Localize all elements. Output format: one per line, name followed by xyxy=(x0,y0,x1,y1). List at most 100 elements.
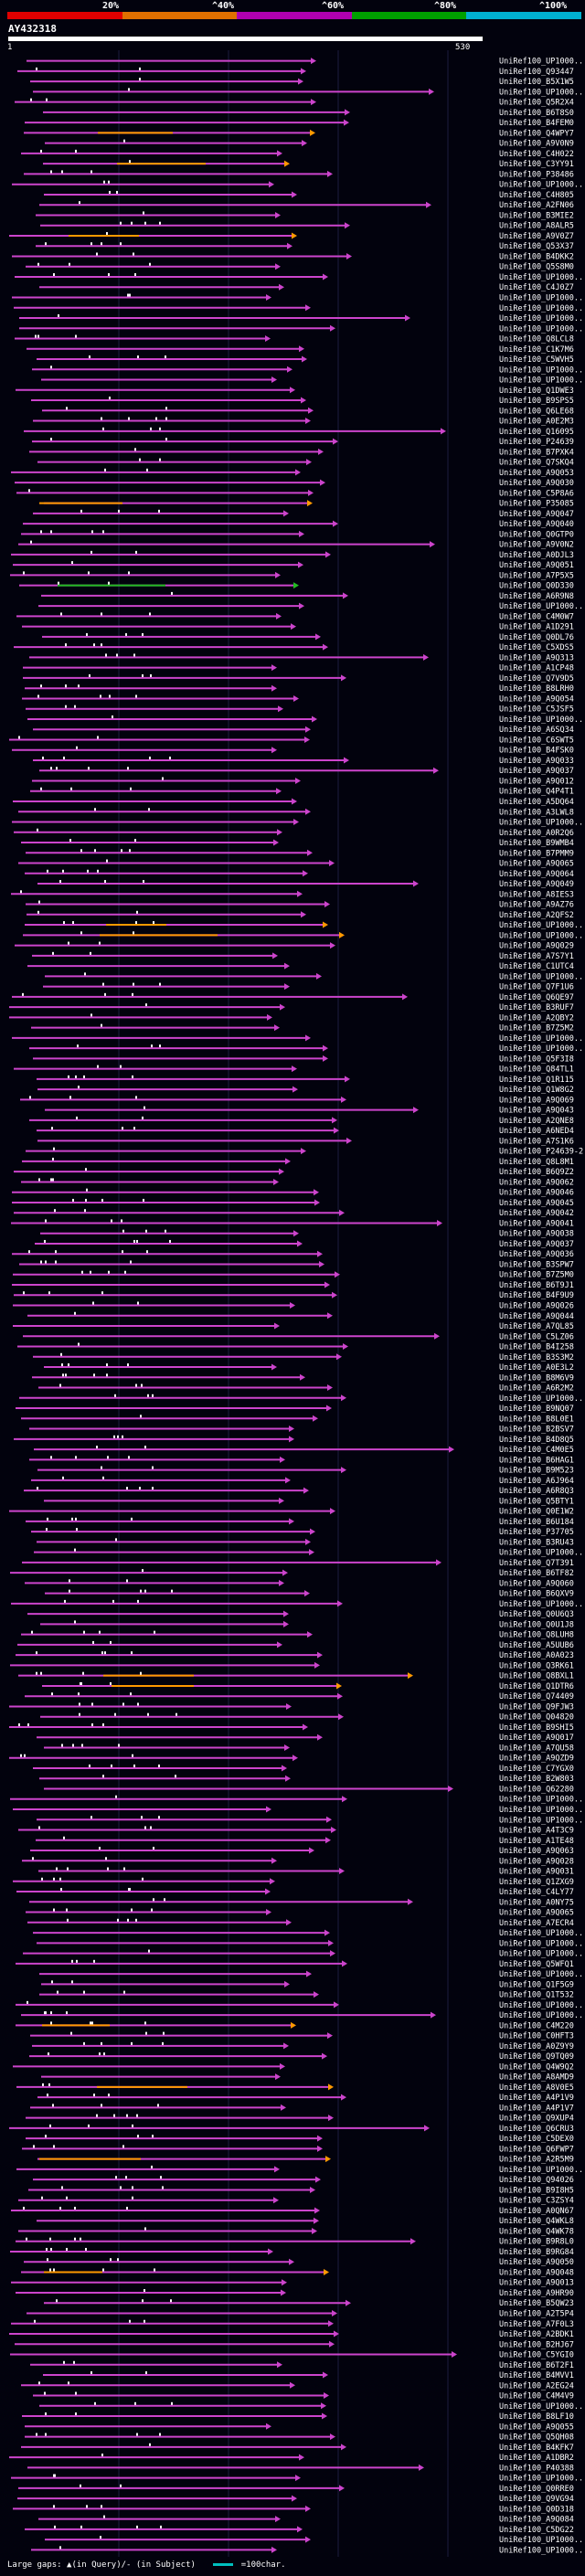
hit-label[interactable]: UniRef100_B9SHI5 xyxy=(499,1723,574,1733)
hit-row[interactable]: UniRef100_UP1000... xyxy=(38,602,585,611)
hit-row[interactable]: UniRef100_UP1000... xyxy=(12,180,585,190)
hit-label[interactable]: UniRef100_B3RU43 xyxy=(499,1538,574,1547)
hit-row[interactable]: UniRef100_B7Z5M2 xyxy=(31,1023,574,1034)
hit-row[interactable]: UniRef100_A9Q041 xyxy=(11,1219,574,1228)
hit-label[interactable]: UniRef100_B9I8H5 xyxy=(499,2186,574,2195)
hit-label[interactable]: UniRef100_A8IES3 xyxy=(499,890,574,899)
hit-row[interactable]: UniRef100_B9NQ07 xyxy=(16,1405,574,1414)
hit-label[interactable]: UniRef100_A9Q048 xyxy=(499,2268,574,2277)
hit-label[interactable]: UniRef100_A9Q033 xyxy=(499,757,574,766)
hit-row[interactable]: UniRef100_A9Q064 xyxy=(25,869,574,879)
hit-label[interactable]: UniRef100_B6TF82 xyxy=(499,1569,574,1578)
hit-label[interactable]: UniRef100_B2BSV7 xyxy=(499,1426,574,1435)
hit-label[interactable]: UniRef100_Q1T532 xyxy=(499,1991,574,2000)
hit-row[interactable]: UniRef100_A9Q038 xyxy=(40,1229,574,1239)
hit-row[interactable]: UniRef100_A2FN06 xyxy=(39,201,574,210)
hit-row[interactable]: UniRef100_UP1000... xyxy=(33,1929,585,1938)
hit-label[interactable]: UniRef100_A9Q046 xyxy=(499,1189,574,1198)
hit-row[interactable]: UniRef100_Q5F3I8 xyxy=(33,1055,574,1064)
hit-label[interactable]: UniRef100_C6SWT5 xyxy=(499,736,574,745)
hit-label[interactable]: UniRef100_Q0DL76 xyxy=(499,633,574,642)
hit-row[interactable]: UniRef100_A9Q029 xyxy=(15,941,574,951)
hit-label[interactable]: UniRef100_A2QBY2 xyxy=(499,1013,574,1023)
hit-row[interactable]: UniRef100_UP1000... xyxy=(27,58,585,67)
hit-row[interactable]: UniRef100_UP1000... xyxy=(12,293,585,302)
hit-row[interactable]: UniRef100_Q4P4T1 xyxy=(30,787,574,797)
hit-row[interactable]: UniRef100_UP1000... xyxy=(15,272,585,282)
hit-row[interactable]: UniRef100_UP1000... xyxy=(37,1816,585,1825)
hit-row[interactable]: UniRef100_A9V0N2 xyxy=(18,540,574,550)
hit-row[interactable]: UniRef100_B9RG84 xyxy=(10,2247,574,2257)
hit-label[interactable]: UniRef100_A9Q053 xyxy=(499,469,574,478)
hit-row[interactable]: UniRef100_A9Q050 xyxy=(24,2258,574,2267)
hit-row[interactable]: UniRef100_B8LF10 xyxy=(22,2412,574,2422)
hit-label[interactable]: UniRef100_B8L0E1 xyxy=(499,1415,574,1424)
hit-row[interactable]: UniRef100_A9AZ76 xyxy=(26,900,574,910)
hit-label[interactable]: UniRef100_Q9VG94 xyxy=(499,2495,574,2504)
hit-row[interactable]: UniRef100_A6SQ34 xyxy=(33,726,574,735)
hit-label[interactable]: UniRef100_B7PXK4 xyxy=(499,448,574,457)
hit-row[interactable]: UniRef100_P40388 xyxy=(27,2464,574,2473)
hit-row[interactable]: UniRef100_UP1000... xyxy=(25,921,585,930)
hit-label[interactable]: UniRef100_C0HFT3 xyxy=(499,2032,574,2041)
hit-label[interactable]: UniRef100_Q0RRE0 xyxy=(499,2485,574,2494)
hit-row[interactable]: UniRef100_A7QU58 xyxy=(44,1744,574,1753)
hit-row[interactable]: UniRef100_Q53X37 xyxy=(36,242,574,251)
hit-label[interactable]: UniRef100_Q62280 xyxy=(499,1785,574,1794)
hit-label[interactable]: UniRef100_A8ALR5 xyxy=(499,222,574,231)
hit-label[interactable]: UniRef100_A0A023 xyxy=(499,1651,574,1660)
hit-row[interactable]: UniRef100_UP1000... xyxy=(16,2000,585,2010)
hit-label[interactable]: UniRef100_A5DQ64 xyxy=(499,798,574,807)
hit-row[interactable]: UniRef100_B4KFK7 xyxy=(21,2443,574,2453)
hit-label[interactable]: UniRef100_P24639-2 xyxy=(499,1148,583,1157)
hit-label[interactable]: UniRef100_Q5F3I8 xyxy=(499,1055,574,1064)
hit-label[interactable]: UniRef100_A9QZD9 xyxy=(499,1754,574,1764)
hit-label[interactable]: UniRef100_B5X1W5 xyxy=(499,78,574,87)
hit-row[interactable]: UniRef100_A9Q046 xyxy=(12,1188,574,1198)
hit-row[interactable]: UniRef100_A9Q042 xyxy=(14,1209,574,1218)
hit-label[interactable]: UniRef100_UP1000... xyxy=(499,1034,585,1044)
hit-row[interactable]: UniRef100_UP1000... xyxy=(11,1599,585,1609)
hit-row[interactable]: UniRef100_UP1000... xyxy=(33,88,585,97)
hit-row[interactable]: UniRef100_A9Q037 xyxy=(39,767,574,776)
hit-label[interactable]: UniRef100_A9Q064 xyxy=(499,870,574,879)
hit-label[interactable]: UniRef100_Q6QE97 xyxy=(499,993,574,1002)
hit-label[interactable]: UniRef100_B3SPW7 xyxy=(499,1260,574,1269)
hit-label[interactable]: UniRef100_Q4P4T1 xyxy=(499,788,574,797)
hit-row[interactable]: UniRef100_A9QZD9 xyxy=(9,1754,574,1764)
hit-label[interactable]: UniRef100_P37705 xyxy=(499,1528,574,1537)
hit-row[interactable]: UniRef100_B9SPS5 xyxy=(31,397,574,406)
hit-row[interactable]: UniRef100_UP1000... xyxy=(27,715,585,725)
hit-label[interactable]: UniRef100_UP1000... xyxy=(499,716,585,725)
hit-label[interactable]: UniRef100_Q7T391 xyxy=(499,1559,574,1568)
hit-row[interactable]: UniRef100_A9V0N9 xyxy=(45,139,574,149)
hit-row[interactable]: UniRef100_A7F0L3 xyxy=(11,2319,574,2329)
hit-row[interactable]: UniRef100_A9Q017 xyxy=(37,1733,574,1743)
hit-row[interactable]: UniRef100_B2HJ67 xyxy=(15,2340,574,2349)
hit-row[interactable]: UniRef100_C4H022 xyxy=(21,149,574,159)
hit-row[interactable]: UniRef100_C5DG22 xyxy=(25,2525,574,2535)
hit-row[interactable]: UniRef100_B3RUF7 xyxy=(9,1003,574,1012)
hit-row[interactable]: UniRef100_UP1000... xyxy=(12,819,585,828)
hit-label[interactable]: UniRef100_A9Q036 xyxy=(499,1250,574,1259)
hit-label[interactable]: UniRef100_A7ECR4 xyxy=(499,1919,574,1928)
hit-label[interactable]: UniRef100_A6R8Q3 xyxy=(499,1487,574,1496)
hit-label[interactable]: UniRef100_B7Z5M0 xyxy=(499,1271,574,1280)
hit-label[interactable]: UniRef100_A9Q045 xyxy=(499,1199,574,1208)
hit-label[interactable]: UniRef100_A9Q043 xyxy=(499,1107,574,1116)
hit-row[interactable]: UniRef100_B6Q9Z2 xyxy=(14,1168,574,1177)
hit-label[interactable]: UniRef100_UP1000... xyxy=(499,1929,585,1938)
hit-label[interactable]: UniRef100_A6J964 xyxy=(499,1477,574,1486)
hit-label[interactable]: UniRef100_B6Q9Z2 xyxy=(499,1168,574,1177)
hit-row[interactable]: UniRef100_A9V0Z7 xyxy=(9,231,574,241)
hit-row[interactable]: UniRef100_A9Q051 xyxy=(13,561,574,570)
hit-row[interactable]: UniRef100_UP1000... xyxy=(19,1394,585,1404)
hit-label[interactable]: UniRef100_B3MIE2 xyxy=(499,211,574,220)
hit-label[interactable]: UniRef100_A0E2M3 xyxy=(499,418,574,427)
hit-label[interactable]: UniRef100_C4LY77 xyxy=(499,1888,574,1897)
hit-label[interactable]: UniRef100_A9V0N2 xyxy=(499,541,574,550)
hit-row[interactable]: UniRef100_A4P1V7 xyxy=(30,2104,574,2113)
hit-label[interactable]: UniRef100_B6T9J1 xyxy=(499,1281,574,1290)
hit-label[interactable]: UniRef100_A9Q012 xyxy=(499,777,574,786)
hit-row[interactable]: UniRef100_A6R9N8 xyxy=(41,591,574,601)
